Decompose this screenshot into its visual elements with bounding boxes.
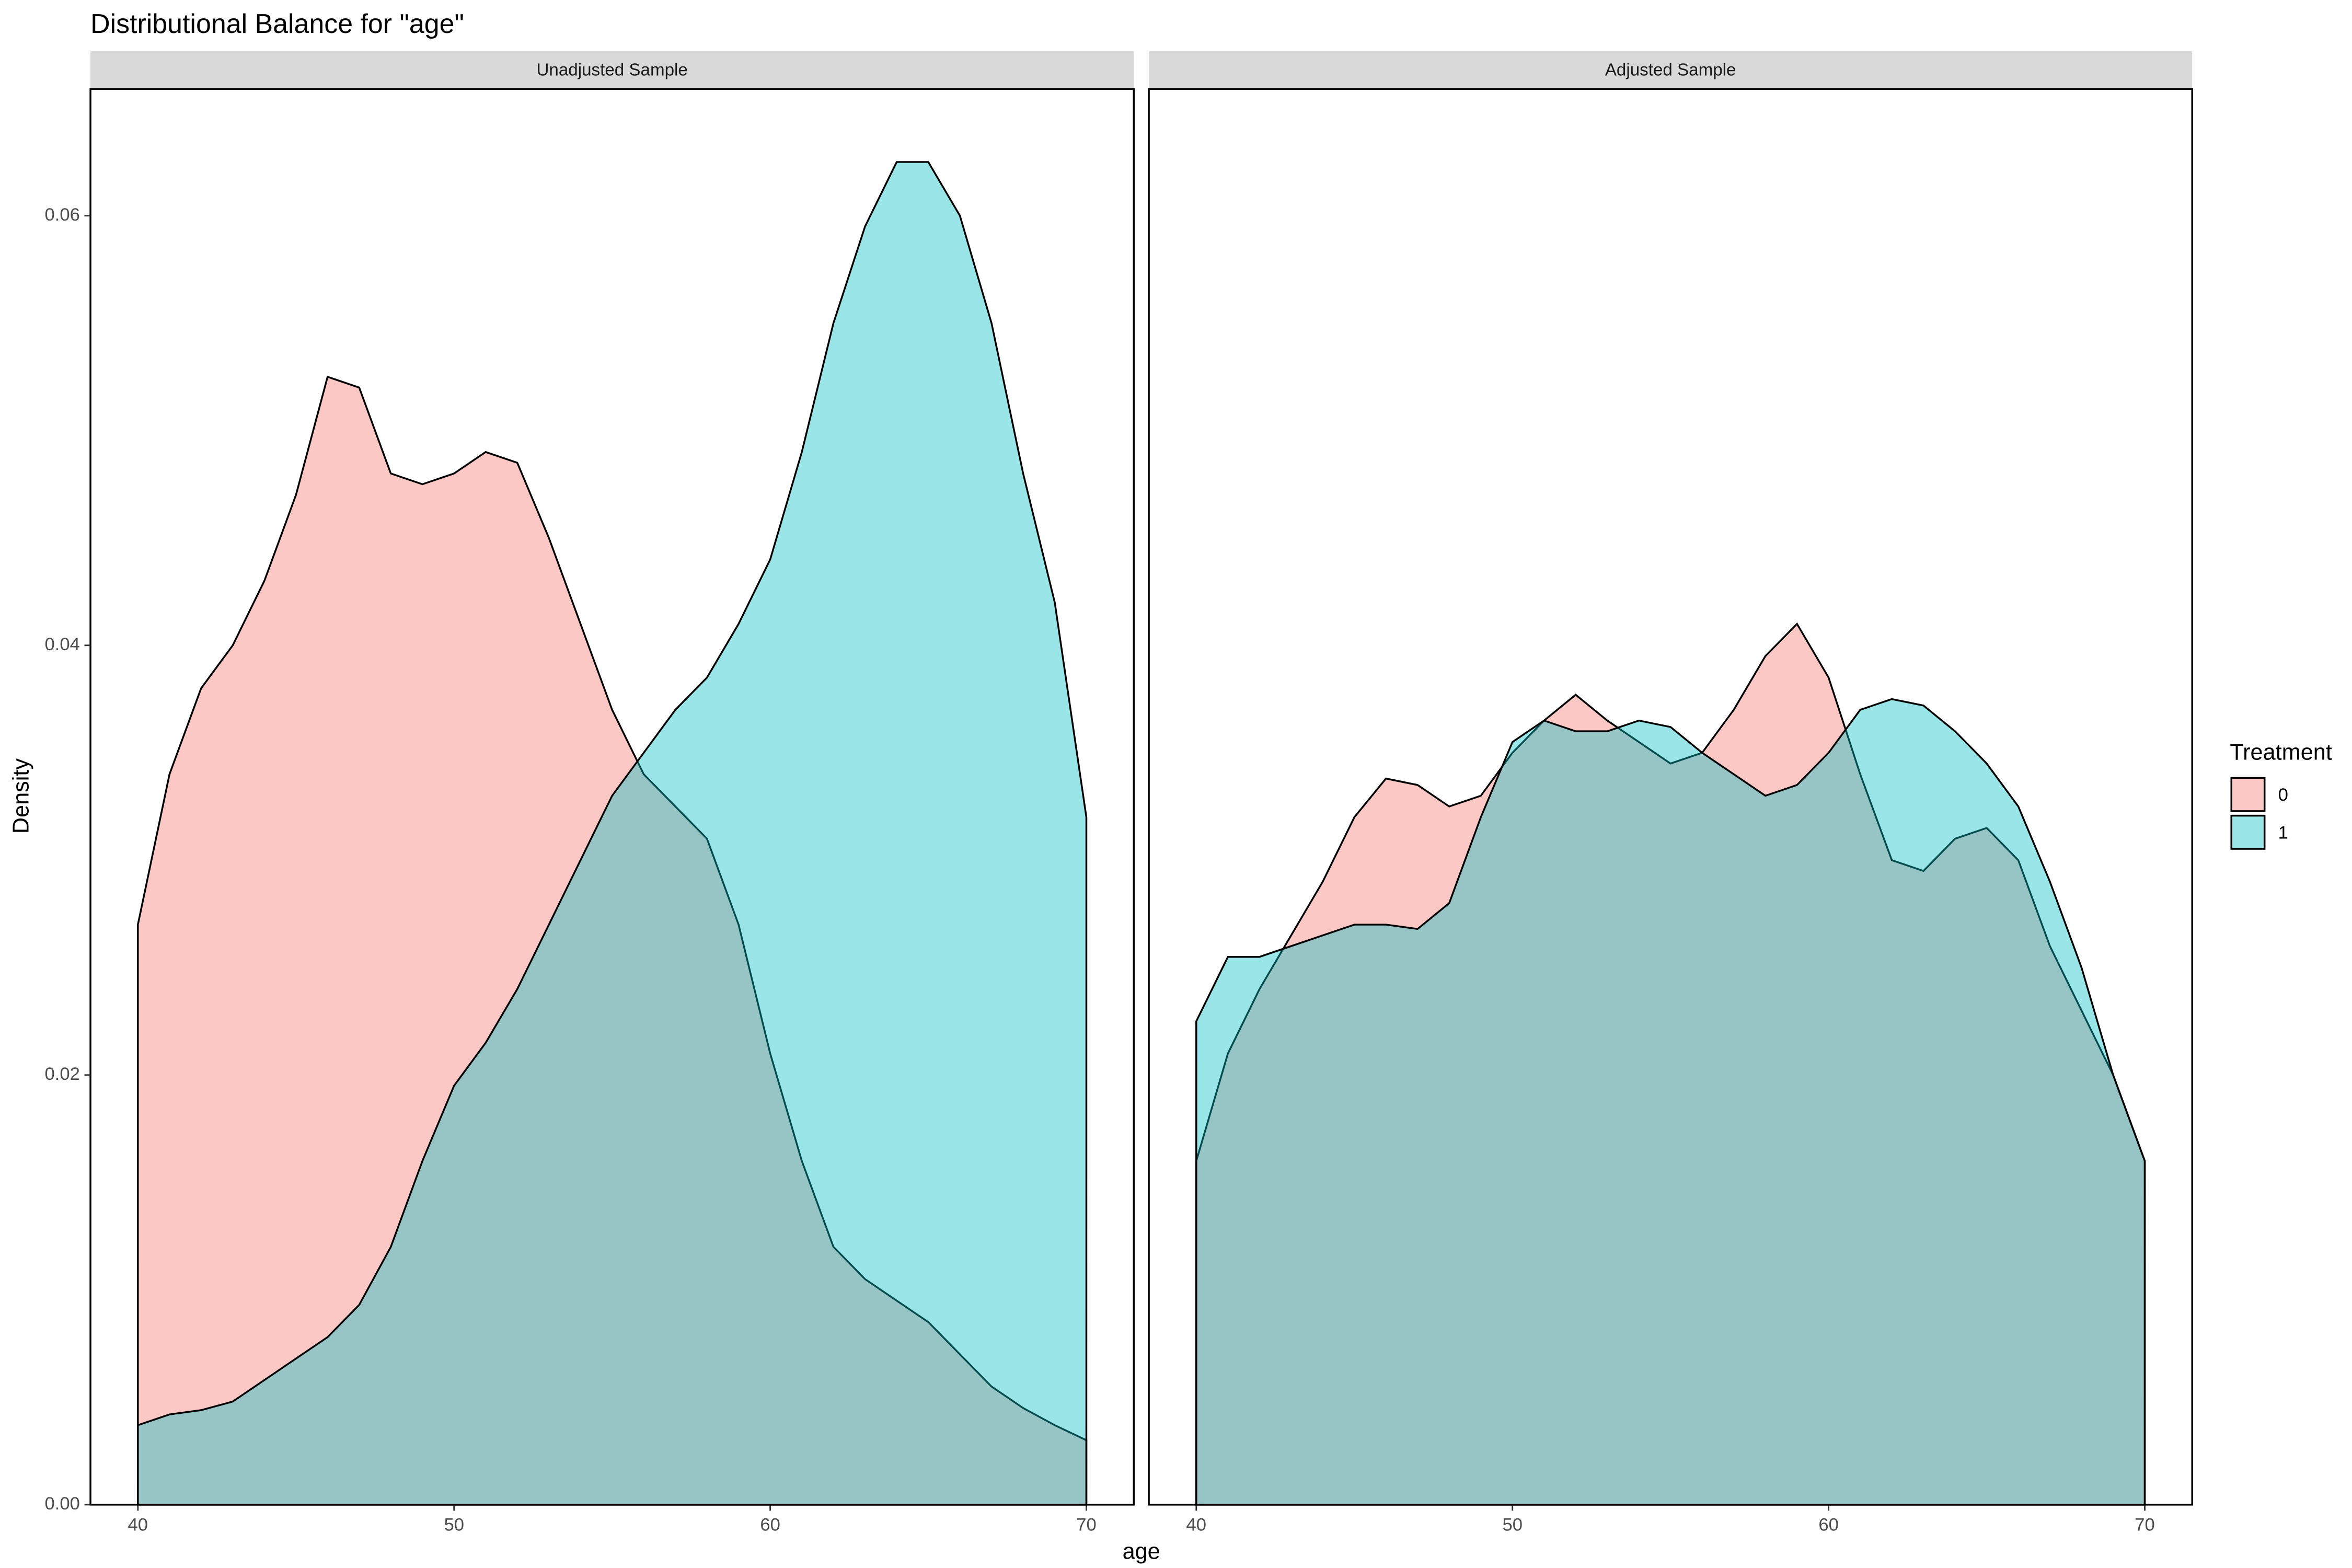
legend-title: Treatment [2230, 740, 2332, 765]
x-tick-label: 70 [1076, 1515, 1097, 1535]
y-axis-label: Density [9, 758, 34, 834]
x-tick-label: 40 [1186, 1515, 1207, 1535]
legend-key [2230, 814, 2266, 850]
y-tick-label: 0.02 [45, 1064, 80, 1084]
strip-label: Unadjusted Sample [536, 60, 687, 79]
density-area [1195, 698, 2146, 1506]
density-area [137, 375, 1088, 1506]
x-tick-label: 50 [1502, 1515, 1523, 1535]
x-tick-label: 40 [128, 1515, 148, 1535]
legend-label: 1 [2278, 823, 2288, 843]
chart-title: Distributional Balance for "age" [90, 9, 464, 39]
x-tick-label: 60 [1818, 1515, 1839, 1535]
x-axis-label: age [1123, 1539, 1160, 1564]
strip-label: Adjusted Sample [1605, 60, 1736, 79]
strip [1149, 51, 2193, 89]
x-tick-label: 50 [444, 1515, 464, 1535]
strip [90, 51, 1134, 89]
x-tick-label: 60 [760, 1515, 780, 1535]
panel-border [1148, 88, 2193, 1506]
y-tick-label: 0.04 [45, 635, 80, 654]
y-tick-label: 0.00 [45, 1494, 80, 1514]
x-tick-label: 70 [2135, 1515, 2154, 1535]
y-tick-label: 0.06 [45, 205, 80, 225]
density-area [1195, 622, 2146, 1506]
legend-label: 0 [2278, 785, 2288, 805]
legend-key [2230, 777, 2266, 812]
panel-border [89, 88, 1135, 1506]
density-area [137, 161, 1088, 1506]
